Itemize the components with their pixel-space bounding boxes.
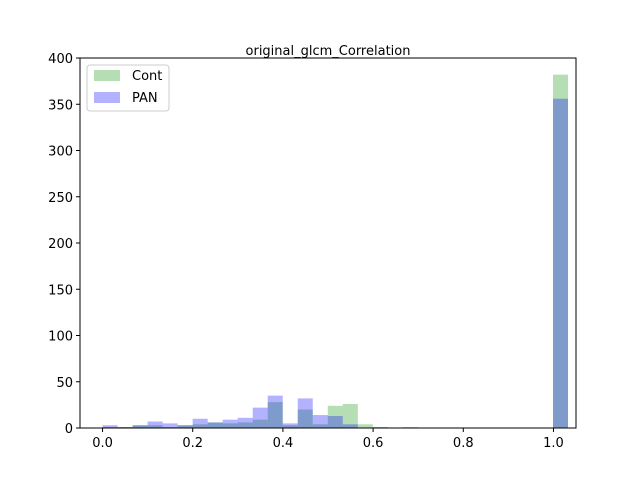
bar-cont-10 [252, 419, 268, 428]
legend-box [86, 64, 170, 112]
x-tick-label: 0.0 [92, 436, 113, 451]
y-tick-label: 350 [48, 98, 73, 113]
legend: Cont PAN [86, 64, 170, 112]
bar-pan-16 [342, 424, 358, 428]
bar-pan-12 [282, 423, 298, 429]
bar-cont-13 [297, 409, 313, 428]
bar-cont-6 [192, 424, 208, 428]
bar-cont-17 [357, 424, 373, 428]
bar-pan-15 [327, 415, 343, 428]
bar-cont-15 [327, 405, 343, 428]
bar-pan-10 [252, 407, 268, 428]
bar-pan-13 [297, 398, 313, 428]
bar-cont-5 [177, 425, 193, 428]
bar-cont-16 [342, 403, 358, 428]
bar-cont-12 [282, 425, 298, 428]
y-tick-label: 300 [48, 145, 73, 160]
y-tick-label: 200 [48, 237, 73, 252]
legend-swatch-cont [94, 70, 120, 81]
x-tick-label: 0.6 [363, 436, 384, 451]
bar-cont-14 [312, 424, 328, 428]
bars-layer [102, 74, 569, 429]
x-tick-label: 0.8 [453, 436, 474, 451]
bar-pan-3 [147, 421, 163, 428]
bar-cont-9 [237, 422, 253, 428]
y-tick-label: 0 [65, 422, 73, 437]
bar-pan-5 [177, 425, 193, 428]
bar-pan-7 [207, 422, 223, 428]
bar-pan-8 [222, 419, 238, 428]
chart-title: original_glcm_Correlation [246, 44, 411, 59]
bar-pan-30 [553, 98, 569, 428]
bar-cont-8 [222, 423, 238, 429]
x-axis: 0.0 0.2 0.4 0.6 0.8 1.0 [92, 428, 564, 451]
x-tick-label: 1.0 [543, 436, 564, 451]
y-tick-label: 150 [48, 283, 73, 298]
bar-cont-3 [147, 425, 163, 428]
bar-pan-11 [267, 395, 283, 429]
bar-pan-4 [162, 423, 178, 429]
y-axis: 0 50 100 150 200 250 300 350 400 [48, 52, 80, 437]
bar-pan-6 [192, 418, 208, 428]
bar-pan-14 [312, 415, 328, 428]
x-tick-label: 0.2 [182, 436, 203, 451]
bar-pan-9 [237, 417, 253, 428]
bar-cont-7 [207, 422, 223, 428]
bar-cont-2 [132, 425, 148, 428]
y-tick-label: 400 [48, 52, 73, 67]
bar-pan-0 [102, 425, 118, 428]
bar-pan-2 [132, 425, 148, 428]
legend-label-pan: PAN [132, 91, 158, 106]
y-tick-label: 250 [48, 191, 73, 206]
bar-cont-11 [267, 402, 283, 428]
y-tick-label: 100 [48, 330, 73, 345]
legend-swatch-pan [94, 92, 120, 103]
x-tick-label: 0.4 [273, 436, 294, 451]
bar-cont-30 [553, 74, 569, 429]
y-tick-label: 50 [56, 376, 73, 391]
legend-label-cont: Cont [132, 69, 162, 84]
